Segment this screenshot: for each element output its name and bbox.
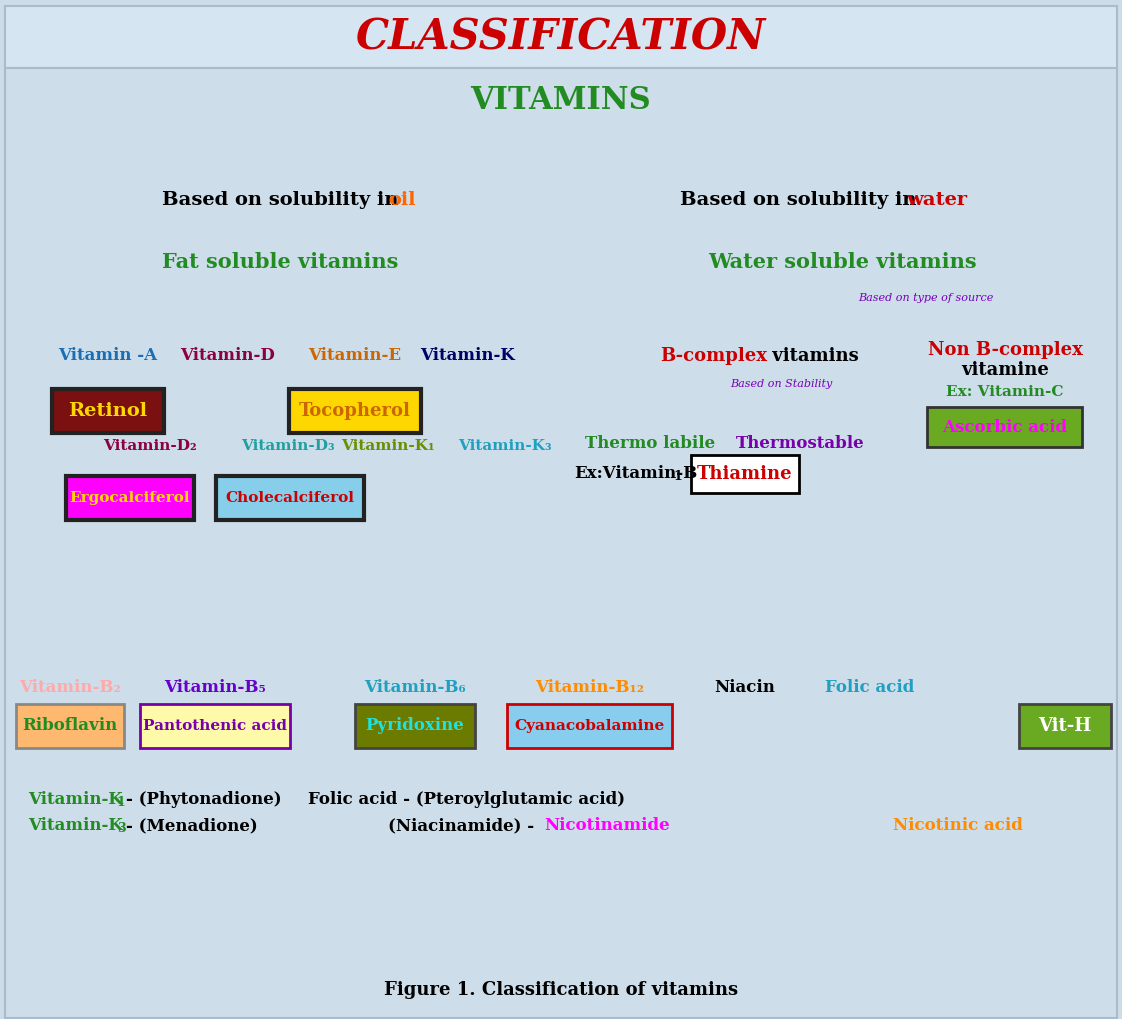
Text: - (Menadione): - (Menadione): [126, 817, 258, 835]
Text: Thiamine: Thiamine: [697, 465, 793, 483]
Text: Vitamin-K: Vitamin-K: [28, 792, 122, 808]
Text: 1: 1: [674, 470, 683, 483]
FancyBboxPatch shape: [66, 476, 194, 520]
Text: Based on Stability: Based on Stability: [730, 379, 833, 389]
Text: Based on solubility in: Based on solubility in: [680, 191, 923, 209]
Text: Tocopherol: Tocopherol: [300, 403, 411, 420]
FancyBboxPatch shape: [217, 476, 364, 520]
Text: B-complex: B-complex: [660, 347, 767, 365]
FancyBboxPatch shape: [4, 68, 1118, 1018]
Text: Retinol: Retinol: [68, 403, 148, 420]
FancyBboxPatch shape: [289, 389, 421, 433]
Text: Thermo labile: Thermo labile: [585, 435, 715, 452]
Text: Riboflavin: Riboflavin: [22, 717, 118, 735]
Text: Vitamin-B₆: Vitamin-B₆: [365, 680, 466, 697]
Text: Vitamin-B₁₂: Vitamin-B₁₂: [535, 680, 644, 697]
Text: Vitamin-K₃: Vitamin-K₃: [458, 439, 552, 453]
Text: Figure 1. Classification of vitamins: Figure 1. Classification of vitamins: [384, 981, 738, 999]
Text: Ex:Vitamin-B: Ex:Vitamin-B: [574, 466, 697, 483]
Text: Nicotinic acid: Nicotinic acid: [893, 817, 1023, 835]
Text: Vitamin-K: Vitamin-K: [421, 347, 515, 365]
Text: Pantothenic acid: Pantothenic acid: [142, 719, 287, 733]
Text: Cholecalciferol: Cholecalciferol: [226, 491, 355, 505]
FancyBboxPatch shape: [691, 455, 799, 493]
Text: Ergocalciferol: Ergocalciferol: [70, 491, 191, 505]
Text: Pyridoxine: Pyridoxine: [366, 717, 465, 735]
Text: Ex: Vitamin-C: Ex: Vitamin-C: [946, 385, 1064, 399]
Text: - (Phytonadione): - (Phytonadione): [126, 792, 282, 808]
Text: Folic acid - (Pteroylglutamic acid): Folic acid - (Pteroylglutamic acid): [309, 792, 625, 808]
FancyBboxPatch shape: [4, 6, 1118, 68]
Text: Folic acid: Folic acid: [826, 680, 914, 697]
FancyBboxPatch shape: [355, 704, 475, 748]
Text: Vitamin-B₅: Vitamin-B₅: [164, 680, 266, 697]
Text: Vitamin-D₂: Vitamin-D₂: [103, 439, 196, 453]
FancyBboxPatch shape: [140, 704, 289, 748]
Text: water: water: [905, 191, 967, 209]
Text: Based on type of source: Based on type of source: [858, 293, 993, 303]
Text: Vitamin-D: Vitamin-D: [181, 347, 275, 365]
Text: Vitamin-E: Vitamin-E: [309, 347, 402, 365]
FancyBboxPatch shape: [928, 407, 1083, 447]
FancyBboxPatch shape: [52, 389, 164, 433]
Text: Ascorbic acid: Ascorbic acid: [942, 419, 1067, 435]
Text: Vit-H: Vit-H: [1038, 717, 1092, 735]
Text: oil: oil: [388, 191, 415, 209]
FancyBboxPatch shape: [1019, 704, 1111, 748]
Text: CLASSIFICATION: CLASSIFICATION: [356, 16, 766, 58]
Text: 3: 3: [117, 821, 126, 835]
Text: Water soluble vitamins: Water soluble vitamins: [708, 252, 976, 272]
Text: Non B-complex: Non B-complex: [928, 341, 1083, 359]
Text: Vitamin-D₃: Vitamin-D₃: [241, 439, 334, 453]
FancyBboxPatch shape: [16, 704, 125, 748]
Text: Vitamin -A: Vitamin -A: [58, 347, 157, 365]
FancyBboxPatch shape: [507, 704, 672, 748]
Text: 1: 1: [117, 796, 126, 808]
Text: Vitamin-K: Vitamin-K: [28, 817, 122, 835]
Text: Cyanacobalamine: Cyanacobalamine: [515, 719, 665, 733]
Text: Based on solubility in: Based on solubility in: [162, 191, 405, 209]
Text: vitamine: vitamine: [962, 361, 1049, 379]
Text: vitamins: vitamins: [766, 347, 858, 365]
Text: VITAMINS: VITAMINS: [470, 85, 652, 115]
Text: Vitamin-B₂: Vitamin-B₂: [19, 680, 121, 697]
Text: Nicotinamide: Nicotinamide: [544, 817, 670, 835]
Text: Fat soluble vitamins: Fat soluble vitamins: [162, 252, 398, 272]
Text: Niacin: Niacin: [715, 680, 775, 697]
Text: Vitamin-K₁: Vitamin-K₁: [341, 439, 435, 453]
Text: (Niacinamide) -: (Niacinamide) -: [388, 817, 540, 835]
Text: Thermostable: Thermostable: [736, 435, 864, 452]
